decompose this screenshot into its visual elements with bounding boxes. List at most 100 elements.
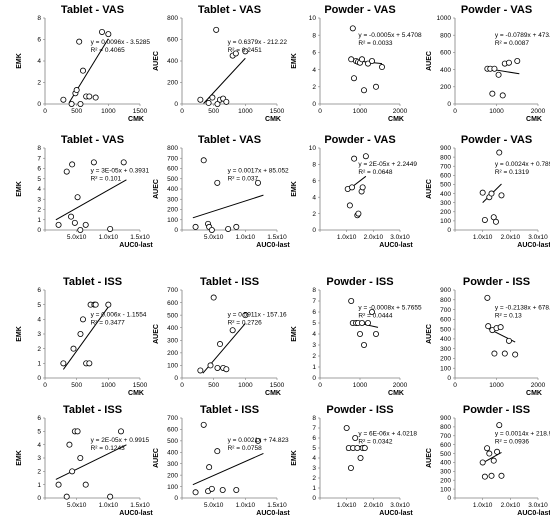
data-point	[206, 464, 213, 471]
x-tick-label: 1.0x10	[99, 234, 119, 241]
y-tick-label: 100	[440, 486, 451, 493]
data-point	[229, 327, 236, 334]
y-tick-label: 6	[37, 37, 41, 44]
x-tick-label: 0	[318, 382, 322, 389]
y-tick-label: 800	[167, 145, 178, 152]
y-tick-label: 400	[440, 67, 451, 74]
data-point	[494, 448, 501, 455]
y-tick-label: 0	[312, 495, 316, 502]
fit-annotation: R² = 0.0936	[495, 439, 530, 446]
data-point	[488, 190, 495, 197]
data-point	[484, 445, 491, 452]
data-point	[192, 223, 199, 230]
data-point	[362, 153, 369, 160]
fit-annotation: R² = 0.0758	[228, 445, 263, 452]
data-point	[208, 226, 215, 233]
y-tick-label: 200	[440, 356, 451, 363]
data-point	[357, 454, 364, 461]
y-tick-label: 300	[440, 200, 451, 207]
x-tick-label: 1.0x10	[473, 234, 493, 241]
y-tick-label: 500	[167, 438, 178, 445]
fit-annotation: y = 0.0014x + 218.94	[495, 431, 550, 438]
y-axis-label: AUEC	[153, 179, 160, 199]
fit-annotation: y = 3E-05x + 0.3931	[91, 168, 150, 175]
data-point	[368, 308, 375, 315]
fit-annotation: R² = 0.0444	[358, 312, 393, 319]
x-axis-label: AUC0-last	[379, 242, 413, 249]
panel-title: Tablet - ISS	[63, 404, 122, 416]
x-tick-label: 1000	[489, 108, 504, 115]
data-point	[479, 459, 486, 466]
fit-annotation: R² = 0.2726	[228, 319, 263, 326]
panel-title: Tablet - ISS	[200, 404, 259, 416]
data-point	[486, 450, 493, 457]
data-point	[223, 366, 230, 373]
data-point	[378, 64, 385, 71]
y-tick-label: 100	[440, 365, 451, 372]
y-tick-label: 10	[309, 145, 317, 152]
data-point	[492, 218, 499, 225]
y-tick-label: 8	[37, 15, 41, 22]
data-point	[105, 31, 112, 38]
data-point	[74, 194, 81, 201]
y-tick-label: 700	[440, 307, 451, 314]
y-axis-label: AUEC	[153, 324, 160, 344]
x-tick-label: 1.0x10	[473, 502, 493, 509]
data-point	[350, 75, 357, 82]
y-tick-label: 1000	[437, 15, 452, 22]
y-tick-label: 200	[167, 350, 178, 357]
y-axis-label: AUEC	[153, 448, 160, 468]
x-tick-label: 2000	[531, 108, 546, 115]
data-point	[242, 312, 249, 319]
data-point	[80, 316, 87, 323]
y-tick-label: 400	[167, 325, 178, 332]
y-tick-label: 5	[312, 445, 316, 452]
y-tick-label: 2	[312, 211, 316, 218]
fit-annotation: R² = 0.2451	[228, 47, 263, 54]
y-tick-label: 2	[37, 207, 41, 214]
data-point	[213, 26, 220, 33]
panel-title: Powder - ISS	[463, 276, 530, 288]
data-point	[197, 367, 204, 374]
data-point	[63, 168, 70, 175]
x-tick-label: 0	[180, 108, 184, 115]
y-tick-label: 0	[312, 227, 316, 234]
y-tick-label: 200	[167, 80, 178, 87]
x-tick-label: 3.0x10	[390, 234, 410, 241]
x-tick-label: 0	[43, 382, 47, 389]
data-point	[490, 457, 497, 464]
data-point	[60, 96, 67, 103]
y-tick-label: 800	[167, 15, 178, 22]
y-tick-label: 8	[312, 415, 316, 422]
x-axis-label: AUC0-last	[517, 242, 550, 249]
x-tick-label: 5.0x10	[67, 502, 87, 509]
y-tick-label: 600	[440, 173, 451, 180]
x-tick-label: 0	[180, 382, 184, 389]
x-tick-label: 2.0x10	[501, 234, 521, 241]
data-point	[214, 448, 221, 455]
x-tick-label: 1000	[238, 382, 253, 389]
x-tick-label: 1.0x10	[236, 234, 256, 241]
panel-2: Tablet - VAS 0 200 400 600 800 0 500 1000 1500CMK…	[153, 4, 287, 123]
x-tick-label: 1500	[270, 382, 285, 389]
fit-annotation: y = 6E-06x + 4.0218	[358, 431, 417, 438]
data-point	[68, 101, 75, 108]
y-axis-label: AUEC	[426, 324, 433, 344]
data-point	[242, 48, 249, 55]
fit-annotation: R² = 0.0033	[358, 40, 393, 47]
y-tick-label: 4	[312, 194, 316, 201]
y-tick-label: 400	[440, 336, 451, 343]
y-tick-label: 900	[440, 415, 451, 422]
data-point	[496, 149, 503, 156]
data-point	[214, 364, 221, 371]
data-point	[86, 93, 93, 100]
fit-annotation: y = 0.5911x - 157.16	[228, 311, 287, 318]
panel-title: Tablet - VAS	[198, 4, 261, 16]
data-point	[491, 65, 498, 72]
fit-annotation: R² = 0.037	[228, 176, 259, 183]
x-tick-label: 1.0x10	[99, 502, 119, 509]
x-tick-label: 2.0x10	[501, 502, 521, 509]
fit-annotation: y = 2E-05x + 0.9915	[91, 437, 150, 444]
data-point	[105, 301, 112, 308]
